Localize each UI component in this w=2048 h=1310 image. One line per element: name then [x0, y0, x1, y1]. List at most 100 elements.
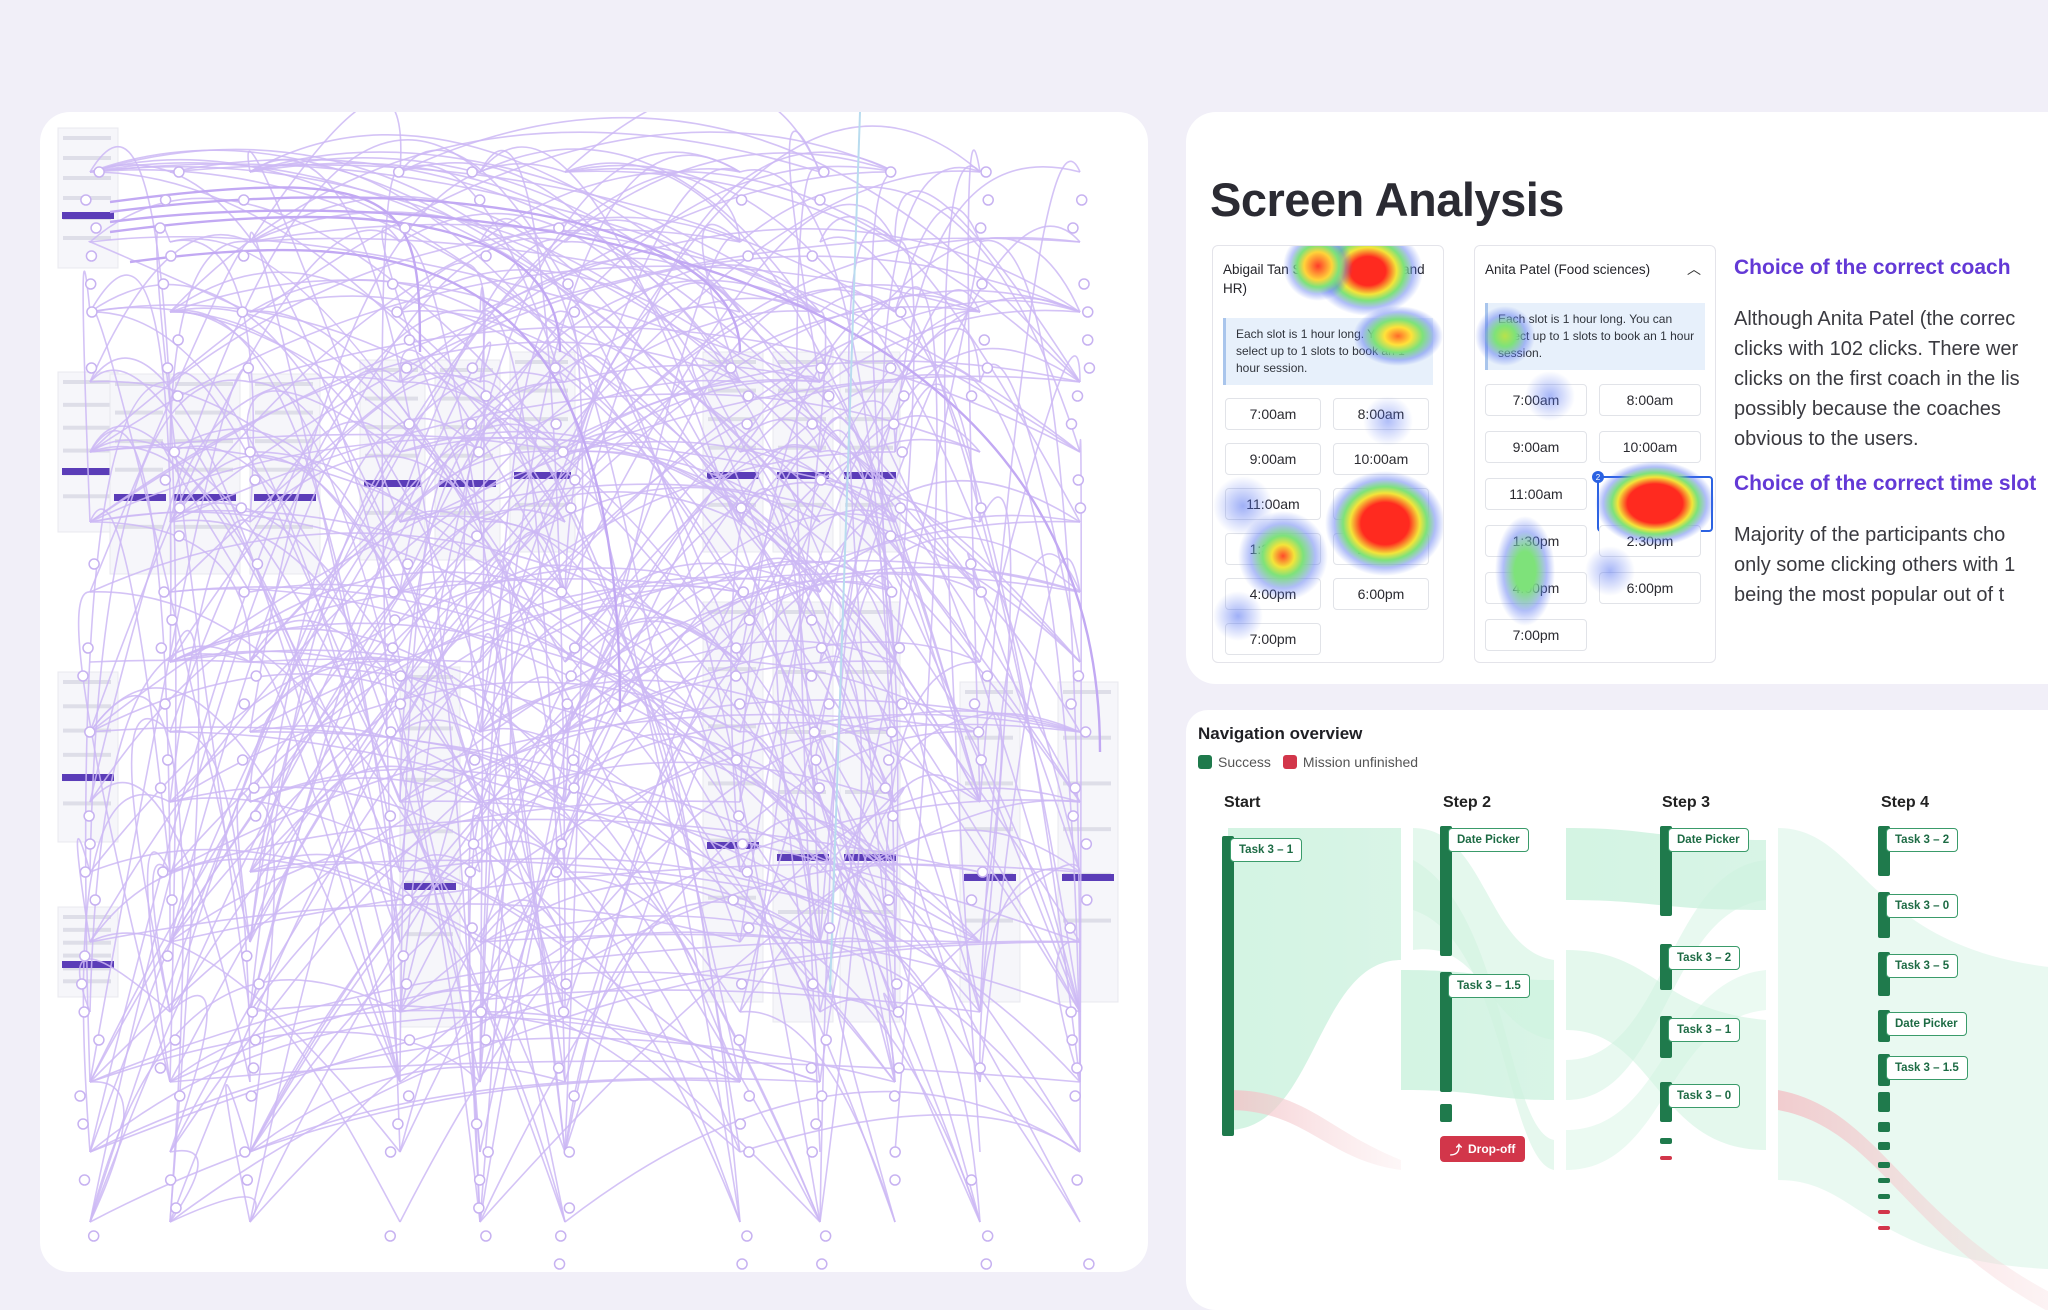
- flow-bar[interactable]: [1222, 836, 1234, 1136]
- slot-button[interactable]: 7:00pm: [1225, 623, 1321, 655]
- flow-node[interactable]: Task 3 – 1.5: [1886, 1056, 1968, 1080]
- slot-button[interactable]: 6:00pm: [1333, 578, 1429, 610]
- flow-node-dot: [400, 362, 413, 374]
- slot-button[interactable]: 11:00am: [1225, 488, 1321, 520]
- slot-button[interactable]: 12:00pm: [1333, 488, 1429, 520]
- flow-bar[interactable]: [1440, 972, 1452, 1092]
- slot-button[interactable]: 7:00am: [1485, 384, 1587, 416]
- flow-link: [169, 289, 1081, 1013]
- flow-node-dot: [90, 222, 102, 234]
- flow-node-dot: [473, 194, 486, 206]
- flow-bar-dropoff[interactable]: [1878, 1210, 1890, 1214]
- flow-link-long: [109, 209, 1102, 753]
- flow-bar-dropoff[interactable]: [1878, 1226, 1890, 1230]
- legend-label: Success: [1218, 754, 1271, 770]
- flow-link: [249, 134, 821, 383]
- flow-node[interactable]: Task 3 – 0: [1886, 894, 1959, 918]
- flow-node-dot: [241, 1174, 254, 1186]
- flow-node[interactable]: Task 3 – 5: [1886, 954, 1959, 978]
- flow-link: [249, 170, 981, 873]
- slot-button[interactable]: 4:00pm: [1485, 572, 1587, 604]
- flow-node-dot: [889, 1146, 901, 1158]
- flow-node[interactable]: Task 3 – 1: [1230, 838, 1303, 862]
- thumbnail-line: [63, 156, 111, 160]
- flow-node-dot: [735, 502, 747, 514]
- flow-link: [819, 786, 905, 873]
- slot-button[interactable]: 8:00am: [1333, 398, 1429, 430]
- flow-node-dot: [387, 586, 400, 598]
- slot-button[interactable]: 8:00am: [1599, 384, 1701, 416]
- slot-button[interactable]: 2:30pm: [1333, 533, 1429, 565]
- thumbnail-line: [365, 368, 418, 372]
- flow-link: [89, 357, 401, 1083]
- coach-name[interactable]: Anita Patel (Food sciences) ︿: [1485, 260, 1705, 279]
- thumbnail-line: [845, 670, 893, 674]
- flow-link: [169, 994, 208, 1153]
- flow-band: [1228, 828, 1401, 1130]
- dropoff-badge[interactable]: ⤴ Drop-off: [1440, 1136, 1526, 1162]
- flow-node[interactable]: Date Picker: [1448, 828, 1529, 852]
- slot-button[interactable]: 7:00pm: [1485, 619, 1587, 651]
- finding-line: being the most popular out of t: [1734, 584, 2005, 606]
- flow-bar[interactable]: [1878, 1122, 1890, 1132]
- flow-node[interactable]: Task 3 – 0: [1668, 1084, 1741, 1108]
- slot-button[interactable]: 2:30pm: [1599, 525, 1701, 557]
- flow-link: [739, 169, 896, 1013]
- flow-node-dot: [253, 978, 265, 990]
- flow-bar[interactable]: [1440, 826, 1452, 956]
- flow-node-dot: [565, 670, 577, 682]
- thumbnail-line: [845, 730, 893, 734]
- flow-node[interactable]: Date Picker: [1886, 1012, 1967, 1036]
- slot-button[interactable]: 11:00am: [1485, 478, 1587, 510]
- slot-button-selected[interactable]: 12:00pm: [1597, 476, 1713, 532]
- thumbnail-line: [405, 932, 453, 937]
- flow-node[interactable]: Task 3 – 2: [1668, 946, 1741, 970]
- slot-button[interactable]: 10:00am: [1333, 443, 1429, 475]
- slot-button[interactable]: 10:00am: [1599, 431, 1701, 463]
- flow-bar[interactable]: [1878, 1162, 1890, 1168]
- flow-link: [399, 443, 481, 1083]
- thumbnail-line: [515, 388, 568, 393]
- flow-node[interactable]: Date Picker: [1668, 828, 1749, 852]
- flow-link: [894, 286, 938, 1153]
- finding-line: Although Anita Patel (the correc: [1734, 308, 2016, 330]
- flow-link: [399, 310, 1081, 943]
- flow-node-dot: [384, 1146, 397, 1158]
- flow-node-dot: [816, 1258, 828, 1270]
- thumbnail-line: [1063, 781, 1111, 786]
- slot-button[interactable]: 6:00pm: [1599, 572, 1701, 604]
- flow-link: [89, 848, 821, 1223]
- flow-link: [249, 660, 401, 803]
- flow-node-dot: [1071, 390, 1084, 402]
- flow-node-dot: [246, 1006, 259, 1018]
- flow-node-dot: [1072, 670, 1085, 682]
- slot-button[interactable]: 1:30pm: [1485, 525, 1587, 557]
- slot-button[interactable]: 4:00pm: [1225, 578, 1321, 610]
- user-flow-map[interactable]: [40, 112, 1148, 1272]
- flow-bar[interactable]: [1440, 1104, 1452, 1122]
- chevron-up-icon[interactable]: ︿: [1687, 261, 1701, 277]
- flow-bar[interactable]: [1878, 1142, 1890, 1150]
- slot-button[interactable]: 9:00am: [1225, 443, 1321, 475]
- flow-node-dot: [84, 278, 97, 290]
- flow-node[interactable]: Task 3 – 1.5: [1448, 974, 1530, 998]
- flow-node-dot: [742, 390, 755, 402]
- flow-bar-dropoff[interactable]: [1660, 1156, 1672, 1160]
- flow-node[interactable]: Task 3 – 2: [1886, 828, 1959, 852]
- thumbnail-button: [514, 472, 571, 479]
- flow-node[interactable]: Task 3 – 1: [1668, 1018, 1741, 1042]
- flow-bar[interactable]: [1878, 1194, 1890, 1199]
- flow-node-dot: [815, 1090, 828, 1102]
- slot-button[interactable]: 9:00am: [1485, 431, 1587, 463]
- flow-bar[interactable]: [1878, 1092, 1890, 1112]
- flow-node-dot: [968, 698, 981, 710]
- flow-link: [89, 379, 251, 873]
- flow-bar[interactable]: [1660, 1138, 1672, 1144]
- flow-node-dot: [159, 698, 171, 710]
- flow-node-dot: [1071, 1062, 1083, 1074]
- slot-button[interactable]: 1:30pm: [1225, 533, 1321, 565]
- flow-node-dot: [158, 586, 170, 598]
- slot-button[interactable]: 7:00am: [1225, 398, 1321, 430]
- flow-bar[interactable]: [1878, 1178, 1890, 1183]
- flow-link: [399, 165, 896, 593]
